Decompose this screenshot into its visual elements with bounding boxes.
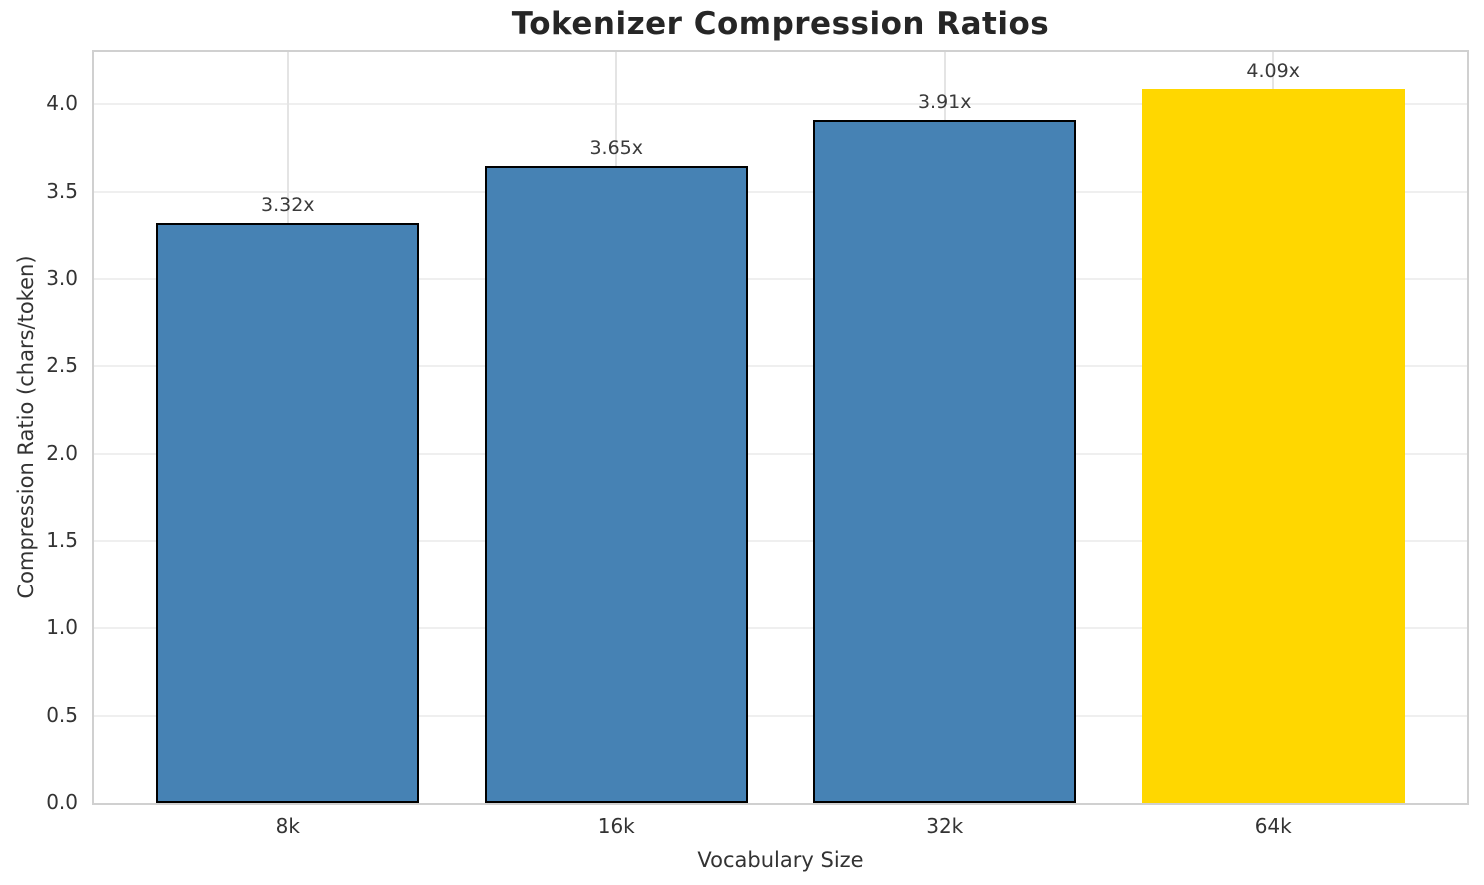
bar-32k (813, 120, 1077, 803)
gridline-y-3.0 (94, 278, 1467, 281)
x-axis-label: Vocabulary Size (697, 848, 864, 872)
gridline-y-2.0 (94, 452, 1467, 455)
y-tick-label-4.0: 4.0 (46, 91, 78, 116)
x-tick-label-32k: 32k (926, 814, 964, 838)
bar-value-label-64k: 4.09x (1246, 59, 1300, 82)
y-tick-label-2.0: 2.0 (46, 440, 78, 465)
plot-area (92, 50, 1469, 805)
gridline-y-0.5 (94, 714, 1467, 717)
bar-16k (484, 165, 748, 803)
y-tick-label-0.5: 0.5 (46, 702, 78, 727)
gridline-y-1.0 (94, 627, 1467, 630)
y-tick-label-0.0: 0.0 (46, 790, 78, 814)
y-tick-label-3.5: 3.5 (46, 178, 78, 203)
bar-8k (156, 223, 420, 803)
y-tick-label-2.5: 2.5 (46, 353, 78, 378)
y-tick-label-1.0: 1.0 (46, 615, 78, 640)
bar-value-label-32k: 3.91x (917, 91, 972, 114)
bar-value-label-16k: 3.65x (589, 136, 644, 159)
bar-value-label-8k: 3.32x (261, 194, 315, 217)
y-tick-label-3.0: 3.0 (46, 266, 78, 291)
x-tick-label-8k: 8k (275, 814, 300, 838)
x-tick-label-16k: 16k (597, 814, 635, 838)
gridline-y-4.0 (94, 103, 1467, 106)
bar-64k (1141, 88, 1405, 803)
gridline-y-1.5 (94, 540, 1467, 543)
x-tick-label-64k: 64k (1254, 814, 1292, 838)
gridline-y-2.5 (94, 365, 1467, 368)
y-tick-label-1.5: 1.5 (46, 528, 78, 553)
chart-title: Tokenizer Compression Ratios (511, 6, 1050, 42)
gridline-y-3.5 (94, 190, 1467, 193)
